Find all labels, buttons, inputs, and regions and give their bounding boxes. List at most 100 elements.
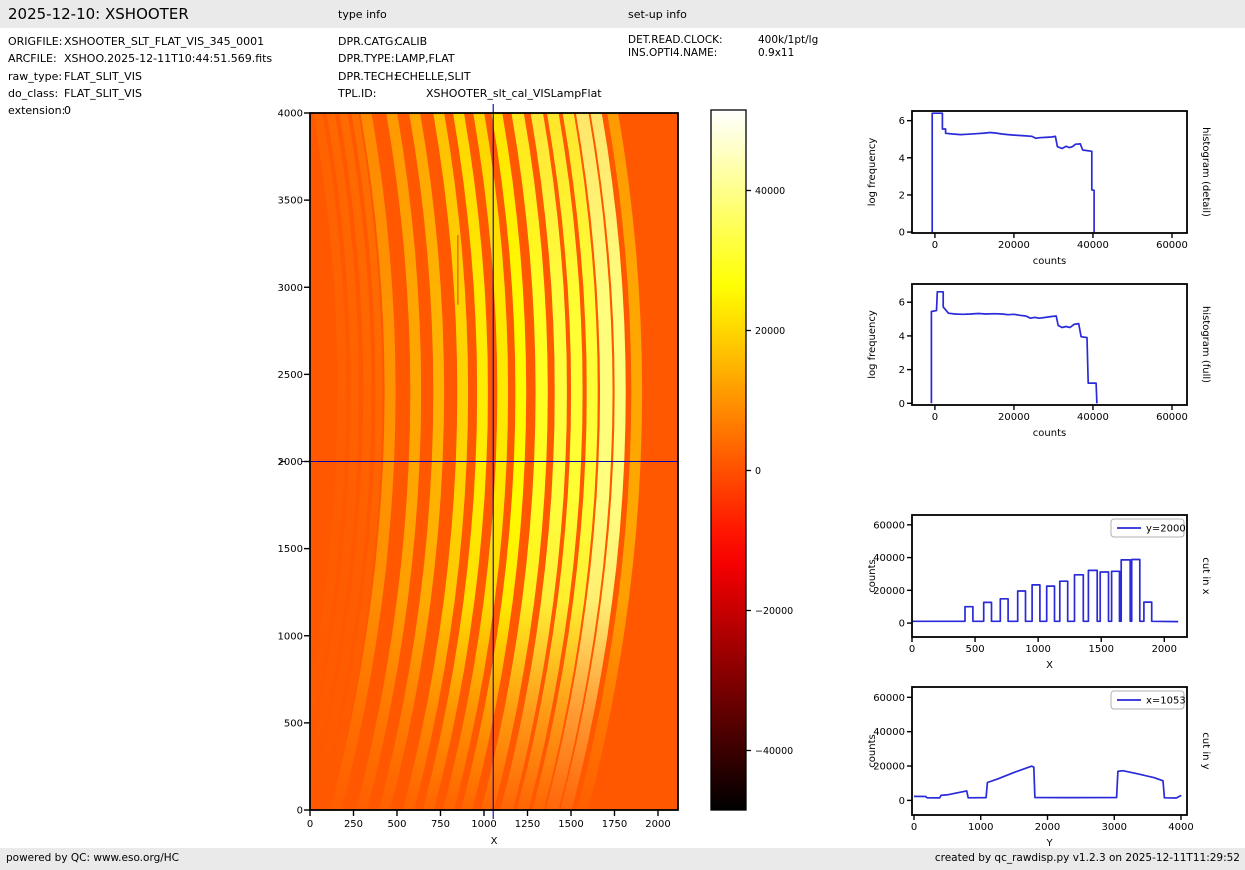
svg-text:20000: 20000 — [755, 326, 785, 337]
svg-text:histogram (full): histogram (full) — [1200, 306, 1211, 383]
svg-text:3500: 3500 — [278, 196, 303, 207]
svg-text:4: 4 — [899, 331, 905, 342]
info-row-doclass: do_class: FLAT_SLIT_VIS — [8, 85, 272, 102]
svg-text:40000: 40000 — [755, 186, 785, 197]
svg-text:0: 0 — [899, 399, 905, 410]
svg-text:counts: counts — [867, 734, 878, 767]
info-value: FLAT_SLIT_VIS — [64, 86, 142, 100]
svg-text:1000: 1000 — [1025, 644, 1050, 655]
svg-text:0: 0 — [932, 240, 938, 251]
svg-text:0: 0 — [932, 412, 938, 423]
info-label: ARCFILE: — [8, 52, 57, 66]
info-row-read-clock: DET.READ.CLOCK: 400k/1pt/lg — [628, 34, 818, 47]
svg-text:3000: 3000 — [278, 283, 303, 294]
svg-text:histogram (detail): histogram (detail) — [1200, 127, 1211, 217]
info-label: DPR.TYPE: — [338, 52, 395, 66]
svg-text:counts: counts — [1033, 428, 1066, 439]
svg-text:2000: 2000 — [278, 457, 303, 468]
svg-text:log frequency: log frequency — [867, 310, 878, 379]
svg-text:500: 500 — [966, 644, 985, 655]
colorbar: 40000 20000 0 −20000 −40000 — [710, 109, 793, 811]
svg-text:0: 0 — [899, 228, 905, 239]
svg-text:4: 4 — [899, 153, 905, 164]
svg-text:2: 2 — [899, 190, 905, 201]
info-row-opti4-name: INS.OPTI4.NAME: 0.9x11 — [628, 47, 818, 60]
svg-text:0: 0 — [911, 822, 917, 833]
info-label: TPL.ID: — [338, 86, 377, 100]
svg-text:0: 0 — [307, 819, 313, 830]
histogram-full-plot: 0 20000 40000 60000 0 2 4 6 counts log frequency h… — [867, 283, 1211, 439]
svg-text:1500: 1500 — [1088, 644, 1113, 655]
svg-text:counts: counts — [1033, 256, 1066, 267]
svg-text:1000: 1000 — [471, 819, 496, 830]
svg-text:−40000: −40000 — [755, 746, 793, 757]
type-info-block: DPR.CATG: CALIB DPR.TYPE: LAMP,FLAT DPR.TE… — [338, 33, 602, 102]
info-label: raw_type: — [8, 69, 63, 83]
setup-info-block: DET.READ.CLOCK: 400k/1pt/lg INS.OPTI4.NAM… — [628, 34, 818, 61]
info-label: ORIGFILE: — [8, 35, 63, 48]
info-row-dpr-tech: DPR.TECH: ECHELLE,SLIT — [338, 68, 602, 85]
svg-text:2: 2 — [899, 365, 905, 376]
svg-text:40000: 40000 — [1077, 240, 1109, 251]
svg-text:3000: 3000 — [1102, 822, 1127, 833]
svg-text:−20000: −20000 — [755, 606, 793, 617]
page-title: 2025-12-10: XSHOOTER — [8, 5, 189, 23]
svg-text:20000: 20000 — [873, 586, 905, 597]
svg-text:0: 0 — [899, 796, 905, 807]
svg-text:y=2000: y=2000 — [1146, 524, 1186, 535]
svg-text:1000: 1000 — [278, 631, 303, 642]
svg-text:0: 0 — [297, 806, 303, 817]
svg-text:Y: Y — [278, 458, 289, 466]
info-row-origfile: ORIGFILE: XSHOOTER_SLT_FLAT_VIS_345_0001 — [8, 33, 272, 50]
svg-text:X: X — [491, 836, 498, 847]
info-row-dpr-catg: DPR.CATG: CALIB — [338, 33, 602, 50]
info-value: 400k/1pt/lg — [758, 34, 819, 46]
info-value: XSHOOTER_SLT_FLAT_VIS_345_0001 — [64, 35, 265, 48]
info-row-tpl-id: TPL.ID: XSHOOTER_slt_cal_VISLampFlat — [338, 85, 602, 102]
info-row-arcfile: ARCFILE: XSHOO.2025-12-11T10:44:51.569.fi… — [8, 50, 272, 67]
svg-text:500: 500 — [387, 819, 406, 830]
info-value: ECHELLE,SLIT — [395, 69, 471, 83]
info-value: 0.9x11 — [758, 47, 795, 60]
svg-text:40000: 40000 — [873, 553, 905, 564]
svg-text:6: 6 — [899, 116, 905, 127]
svg-text:4000: 4000 — [1168, 822, 1193, 833]
svg-text:250: 250 — [344, 819, 363, 830]
svg-text:1250: 1250 — [515, 819, 540, 830]
cut-in-y-plot: 0 1000 2000 3000 40000200004000060000Ycounts… — [867, 686, 1211, 849]
footer-right-text: created by qc_rawdisp.py v1.2.3 on 2025-… — [934, 852, 1240, 864]
svg-text:60000: 60000 — [1156, 412, 1188, 423]
svg-text:500: 500 — [284, 718, 303, 729]
svg-text:4000: 4000 — [278, 109, 303, 120]
svg-text:1500: 1500 — [558, 819, 583, 830]
svg-text:0: 0 — [909, 644, 915, 655]
info-row-rawtype: raw_type: FLAT_SLIT_VIS — [8, 68, 272, 85]
info-value: LAMP,FLAT — [395, 52, 455, 66]
info-value: CALIB — [395, 35, 428, 48]
type-info-heading: type info — [338, 8, 387, 21]
svg-text:X: X — [1046, 660, 1053, 671]
file-info-block: ORIGFILE: XSHOOTER_SLT_FLAT_VIS_345_0001 … — [8, 33, 272, 119]
setup-info-heading: set-up info — [628, 8, 687, 21]
info-label: INS.OPTI4.NAME: — [628, 47, 718, 60]
info-value: 0 — [64, 104, 71, 118]
svg-text:40000: 40000 — [1077, 412, 1109, 423]
svg-text:1750: 1750 — [602, 819, 627, 830]
info-label: DPR.CATG: — [338, 35, 398, 48]
svg-text:2500: 2500 — [278, 370, 303, 381]
info-row-dpr-type: DPR.TYPE: LAMP,FLAT — [338, 50, 602, 67]
info-row-extension: extension: 0 — [8, 102, 272, 119]
info-value: XSHOO.2025-12-11T10:44:51.569.fits — [64, 52, 273, 66]
svg-text:2000: 2000 — [1035, 822, 1060, 833]
header-bar — [0, 0, 1245, 28]
svg-text:x=1053: x=1053 — [1146, 696, 1186, 707]
histogram-detail-plot: 0 20000 40000 60000 0 2 4 6 counts log frequency h… — [867, 110, 1211, 267]
info-value: FLAT_SLIT_VIS — [64, 69, 142, 83]
svg-text:log frequency: log frequency — [867, 138, 878, 207]
svg-text:cut in y: cut in y — [1200, 732, 1211, 769]
svg-text:0: 0 — [899, 619, 905, 630]
svg-text:Y: Y — [1045, 838, 1053, 849]
svg-text:750: 750 — [431, 819, 450, 830]
